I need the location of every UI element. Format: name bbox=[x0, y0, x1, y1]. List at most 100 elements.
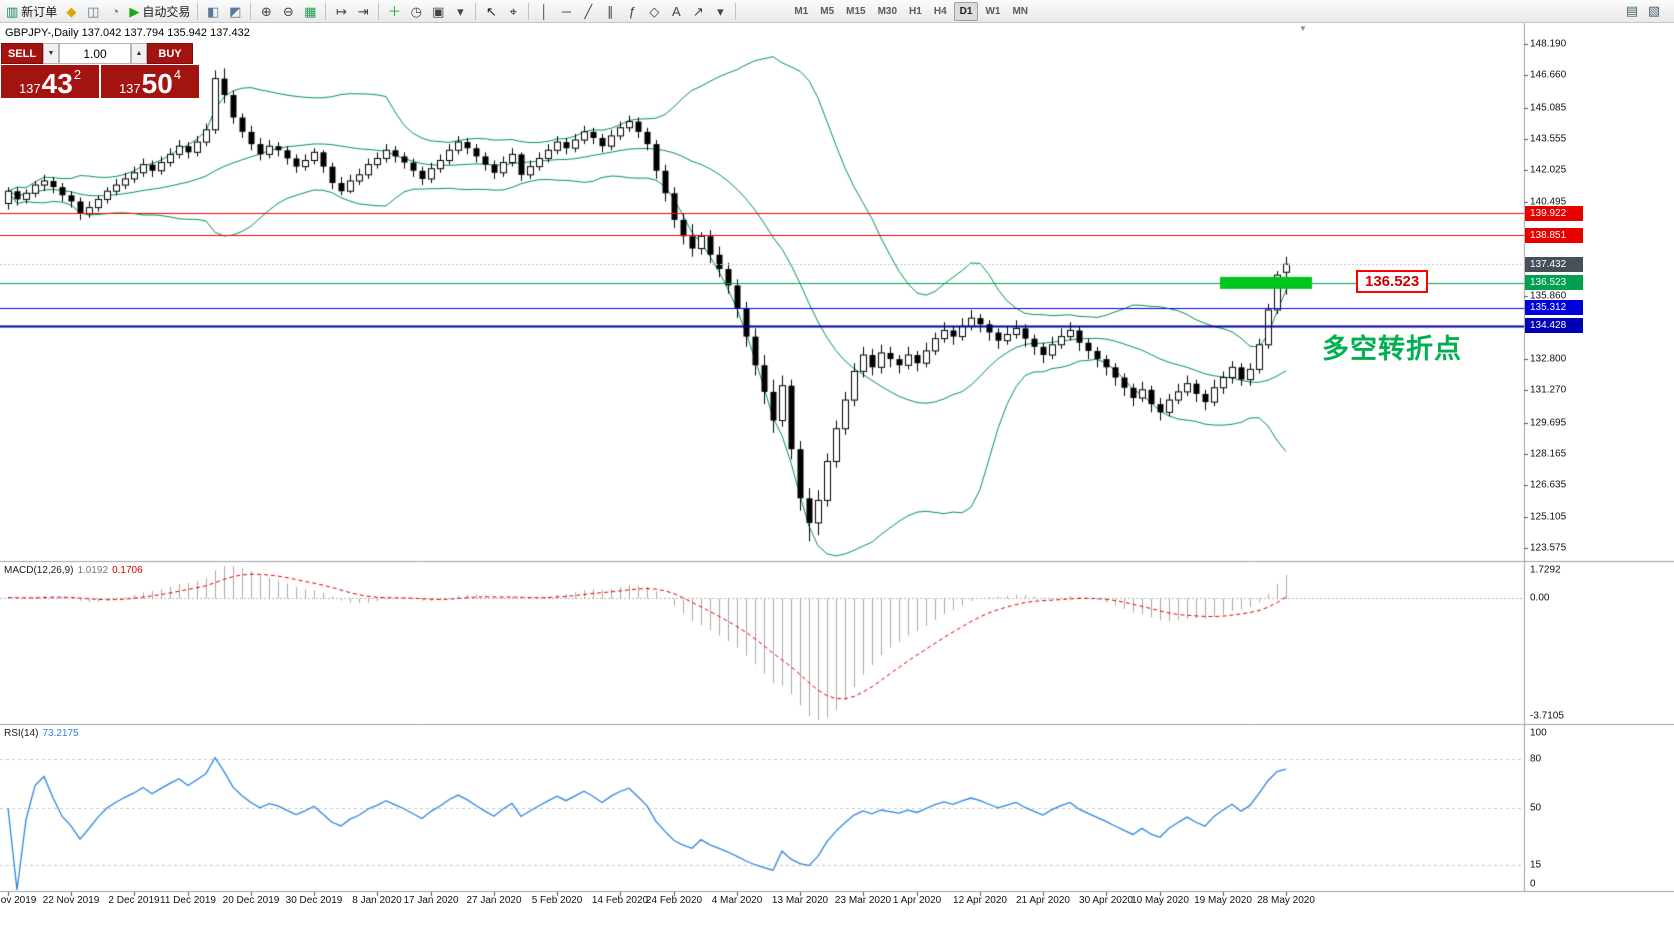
crosshair-icon[interactable]: ⌖ bbox=[503, 2, 523, 21]
price-axis-tick: 125.105 bbox=[1530, 511, 1567, 523]
fibonacci-icon[interactable]: ƒ bbox=[622, 2, 642, 21]
time-axis-label: 12 Apr 2020 bbox=[953, 895, 1007, 906]
horizontal-line-icon[interactable]: ─ bbox=[556, 2, 576, 21]
macd-signal-value: 0.1706 bbox=[112, 565, 143, 576]
macd-label: MACD(12,26,9) 1.0192 0.1706 bbox=[4, 565, 143, 576]
chart-shift-marker[interactable]: ▼ bbox=[1299, 24, 1307, 33]
price-axis-tick: 123.575 bbox=[1530, 542, 1567, 554]
price-tag-139.922: 139.922 bbox=[1525, 205, 1583, 221]
time-axis-label: 21 Apr 2020 bbox=[1016, 895, 1070, 906]
timeframe-h1-button[interactable]: H1 bbox=[909, 5, 922, 17]
toolbar-separator bbox=[325, 2, 327, 20]
auto-trading-button: ▶ bbox=[129, 3, 140, 19]
price-tag-138.851: 138.851 bbox=[1525, 227, 1583, 243]
strategy-tester-icon: ◔ bbox=[111, 3, 120, 19]
indicators-icon: ＋ bbox=[387, 3, 401, 19]
price-axis-tick: 129.695 bbox=[1530, 417, 1567, 429]
timeframe-h4-button[interactable]: H4 bbox=[933, 5, 947, 17]
sell-price-big: 43 bbox=[41, 68, 73, 99]
buy-price-big: 50 bbox=[141, 68, 173, 99]
toolbar-right: ▤ ▧ bbox=[1621, 2, 1665, 21]
price-axis-tick: 140.495 bbox=[1530, 196, 1567, 208]
zoom-out-icon[interactable]: ⊖ bbox=[278, 2, 298, 21]
crosshair-icon: ⌖ bbox=[509, 3, 517, 19]
volume-input[interactable] bbox=[59, 43, 131, 64]
price-axis-tick: 143.555 bbox=[1530, 133, 1567, 145]
toolbar-separator bbox=[250, 2, 252, 20]
toolbar-separator bbox=[475, 2, 477, 20]
arrows-icon[interactable]: ↗ bbox=[688, 2, 708, 21]
cursor-icon[interactable]: ↖ bbox=[481, 2, 501, 21]
time-axis-label: 30 Dec 2019 bbox=[285, 895, 343, 906]
zoom-in-icon: ⊕ bbox=[260, 3, 272, 19]
timeframe-w1-button[interactable]: W1 bbox=[985, 5, 1001, 17]
time-axis-label: 5 Feb 2020 bbox=[531, 895, 583, 906]
shapes-icon[interactable]: ◇ bbox=[644, 2, 664, 21]
one-click-trade-panel: SELL ▼ ▲ BUY 137 43 2 137 50 4 bbox=[1, 43, 200, 98]
buy-button[interactable]: BUY bbox=[147, 43, 193, 64]
buy-price-pip: 4 bbox=[173, 67, 182, 82]
templates-dropdown-icon[interactable]: ▾ bbox=[450, 2, 470, 21]
auto-trading-button-label: 自动交易 bbox=[142, 4, 191, 19]
timeframe-m1-button[interactable]: M1 bbox=[794, 5, 809, 17]
tools-dropdown-icon[interactable]: ▾ bbox=[710, 2, 730, 21]
trendline-icon: ╱ bbox=[584, 3, 593, 19]
toolbar-separator bbox=[528, 2, 530, 20]
zoom-in-icon[interactable]: ⊕ bbox=[256, 2, 276, 21]
timeframe-m5-button[interactable]: M5 bbox=[820, 5, 835, 17]
price-highlight-label[interactable]: 136.523 bbox=[1356, 270, 1429, 293]
price-tag-135.312: 135.312 bbox=[1525, 300, 1583, 316]
sell-price-display[interactable]: 137 43 2 bbox=[1, 65, 99, 98]
trendline-icon[interactable]: ╱ bbox=[578, 2, 598, 21]
timeframe-m15-button[interactable]: M15 bbox=[846, 5, 866, 17]
layout-icon[interactable]: ▧ bbox=[1647, 3, 1661, 18]
auto-trading-button[interactable]: ▶ 自动交易 bbox=[127, 2, 192, 21]
price-axis-tick: 135.860 bbox=[1530, 290, 1567, 302]
history-center-icon: ◆ bbox=[66, 3, 77, 19]
auto-scroll-icon[interactable]: ↦ bbox=[331, 2, 351, 21]
cursor-icon: ↖ bbox=[485, 3, 497, 19]
volume-down-button[interactable]: ▼ bbox=[43, 43, 59, 64]
sell-button[interactable]: SELL bbox=[1, 43, 43, 64]
time-axis-label: 11 Dec 2019 bbox=[160, 895, 216, 906]
new-order-button[interactable]: ▥ 新订单 bbox=[4, 2, 59, 21]
new-order-button-label: 新订单 bbox=[21, 4, 58, 19]
time-axis-label: 13 Nov 2019 bbox=[0, 895, 37, 906]
price-axis-tick: 126.635 bbox=[1530, 479, 1567, 491]
chart-list-icon[interactable]: ▤ bbox=[1625, 3, 1639, 18]
window-tile-icon[interactable]: ◧ bbox=[203, 2, 223, 21]
templates-icon[interactable]: ▣ bbox=[428, 2, 448, 21]
chart-shift-icon[interactable]: ⇥ bbox=[353, 2, 373, 21]
rsi-value: 73.2175 bbox=[42, 728, 79, 739]
timeframe-mn-button[interactable]: MN bbox=[1012, 5, 1028, 17]
buy-price-prefix: 137 bbox=[118, 81, 141, 96]
vertical-line-icon[interactable]: │ bbox=[534, 2, 554, 21]
rsi-axis-tick: 0 bbox=[1530, 878, 1536, 890]
buy-price-display[interactable]: 137 50 4 bbox=[101, 65, 199, 98]
time-axis-label: 8 Jan 2020 bbox=[352, 895, 402, 906]
zoom-out-icon: ⊖ bbox=[282, 3, 294, 19]
horizontal-line-icon: ─ bbox=[561, 3, 571, 19]
strategy-tester-icon[interactable]: ◔ bbox=[105, 2, 125, 21]
data-window-icon[interactable]: ◫ bbox=[83, 2, 103, 21]
time-axis-label: 22 Nov 2019 bbox=[42, 895, 100, 906]
history-center-icon[interactable]: ◆ bbox=[61, 2, 81, 21]
text-icon[interactable]: A bbox=[666, 2, 686, 21]
price-axis-tick: 146.660 bbox=[1530, 69, 1567, 81]
timeframe-m30-button[interactable]: M30 bbox=[877, 5, 898, 17]
volume-up-button[interactable]: ▲ bbox=[131, 43, 147, 64]
channel-icon[interactable]: ∥ bbox=[600, 2, 620, 21]
new-order-button: ▥ bbox=[6, 3, 19, 19]
time-axis-label: 1 Apr 2020 bbox=[892, 895, 942, 906]
time-axis-label: 19 May 2020 bbox=[1194, 895, 1252, 906]
time-axis-label: 24 Feb 2020 bbox=[645, 895, 703, 906]
time-axis-label: 30 Apr 2020 bbox=[1079, 895, 1133, 906]
time-axis-label: 28 May 2020 bbox=[1257, 895, 1315, 906]
timeframe-d1-button[interactable]: D1 bbox=[953, 1, 979, 21]
indicators-icon[interactable]: ＋ bbox=[384, 2, 404, 21]
periods-icon[interactable]: ◷ bbox=[406, 2, 426, 21]
grid-icon[interactable]: ▦ bbox=[300, 2, 320, 21]
window-cascade-icon[interactable]: ◩ bbox=[225, 2, 245, 21]
price-axis-tick: 128.165 bbox=[1530, 448, 1567, 460]
